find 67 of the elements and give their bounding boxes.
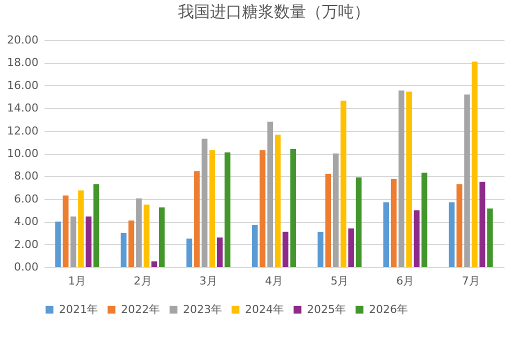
bar: [144, 204, 150, 267]
x-tick-label: 4月: [265, 274, 283, 288]
x-tick-label: 5月: [330, 274, 349, 288]
bar: [456, 184, 462, 267]
x-tick-label: 1月: [68, 274, 86, 288]
bar: [390, 179, 397, 267]
bar: [78, 190, 84, 267]
y-tick-label: 18.00: [7, 56, 38, 70]
bar: [128, 220, 134, 267]
bar: [421, 172, 428, 267]
bar: [159, 207, 165, 267]
legend-label: 2025年: [307, 302, 346, 316]
y-tick-label: 4.00: [14, 215, 38, 228]
legend-label: 2021年: [59, 302, 98, 316]
bar: [136, 198, 142, 267]
bar: [260, 150, 266, 267]
bar: [209, 150, 216, 267]
x-tick-label: 7月: [462, 274, 480, 288]
bar: [267, 122, 274, 267]
bar: [448, 202, 455, 267]
bar: [464, 94, 470, 267]
bar: [318, 232, 324, 267]
y-tick-label: 8.00: [14, 170, 38, 183]
bar: [332, 154, 339, 267]
bar: [325, 174, 332, 267]
x-tick-label: 6月: [396, 274, 414, 288]
bar: [383, 202, 389, 267]
chart-title: 我国进口糖浆数量（万吨）: [178, 2, 370, 21]
bar: [202, 138, 208, 267]
y-tick-label: 2.00: [14, 238, 38, 251]
y-tick-label: 6.00: [14, 192, 38, 206]
bar: [356, 177, 362, 267]
bar: [62, 195, 69, 267]
bar: [120, 232, 127, 267]
bar: [216, 237, 223, 267]
x-tick-label: 3月: [199, 274, 218, 288]
bar: [348, 228, 354, 267]
bar: [290, 148, 296, 267]
bar: [472, 62, 478, 267]
legend-label: 2022年: [121, 302, 160, 316]
bar: [194, 171, 200, 267]
bar: [252, 225, 258, 267]
bar: [274, 134, 281, 267]
bar: [487, 208, 493, 267]
bar: [70, 216, 76, 267]
bar: [55, 222, 61, 267]
bar: [282, 232, 288, 267]
bar: [406, 92, 412, 267]
y-tick-label: 20.00: [7, 34, 38, 46]
y-tick-label: 10.00: [7, 147, 38, 160]
bar: [86, 216, 92, 267]
bar: [151, 261, 158, 267]
bar: [414, 210, 420, 267]
bar: [398, 90, 404, 267]
bar: [224, 152, 230, 267]
bar: [340, 100, 346, 267]
y-tick-label: 16.00: [7, 78, 38, 92]
legend-label: 2026年: [369, 302, 408, 316]
bar: [93, 184, 100, 267]
bar: [186, 238, 192, 267]
y-tick-label: 0.00: [14, 260, 38, 274]
y-tick-label: 14.00: [7, 102, 38, 115]
y-tick-label: 12.00: [7, 124, 38, 138]
legend-label: 2024年: [245, 302, 284, 316]
legend-label: 2023年: [183, 302, 222, 316]
bar: [479, 182, 486, 267]
x-tick-label: 2月: [134, 274, 152, 288]
